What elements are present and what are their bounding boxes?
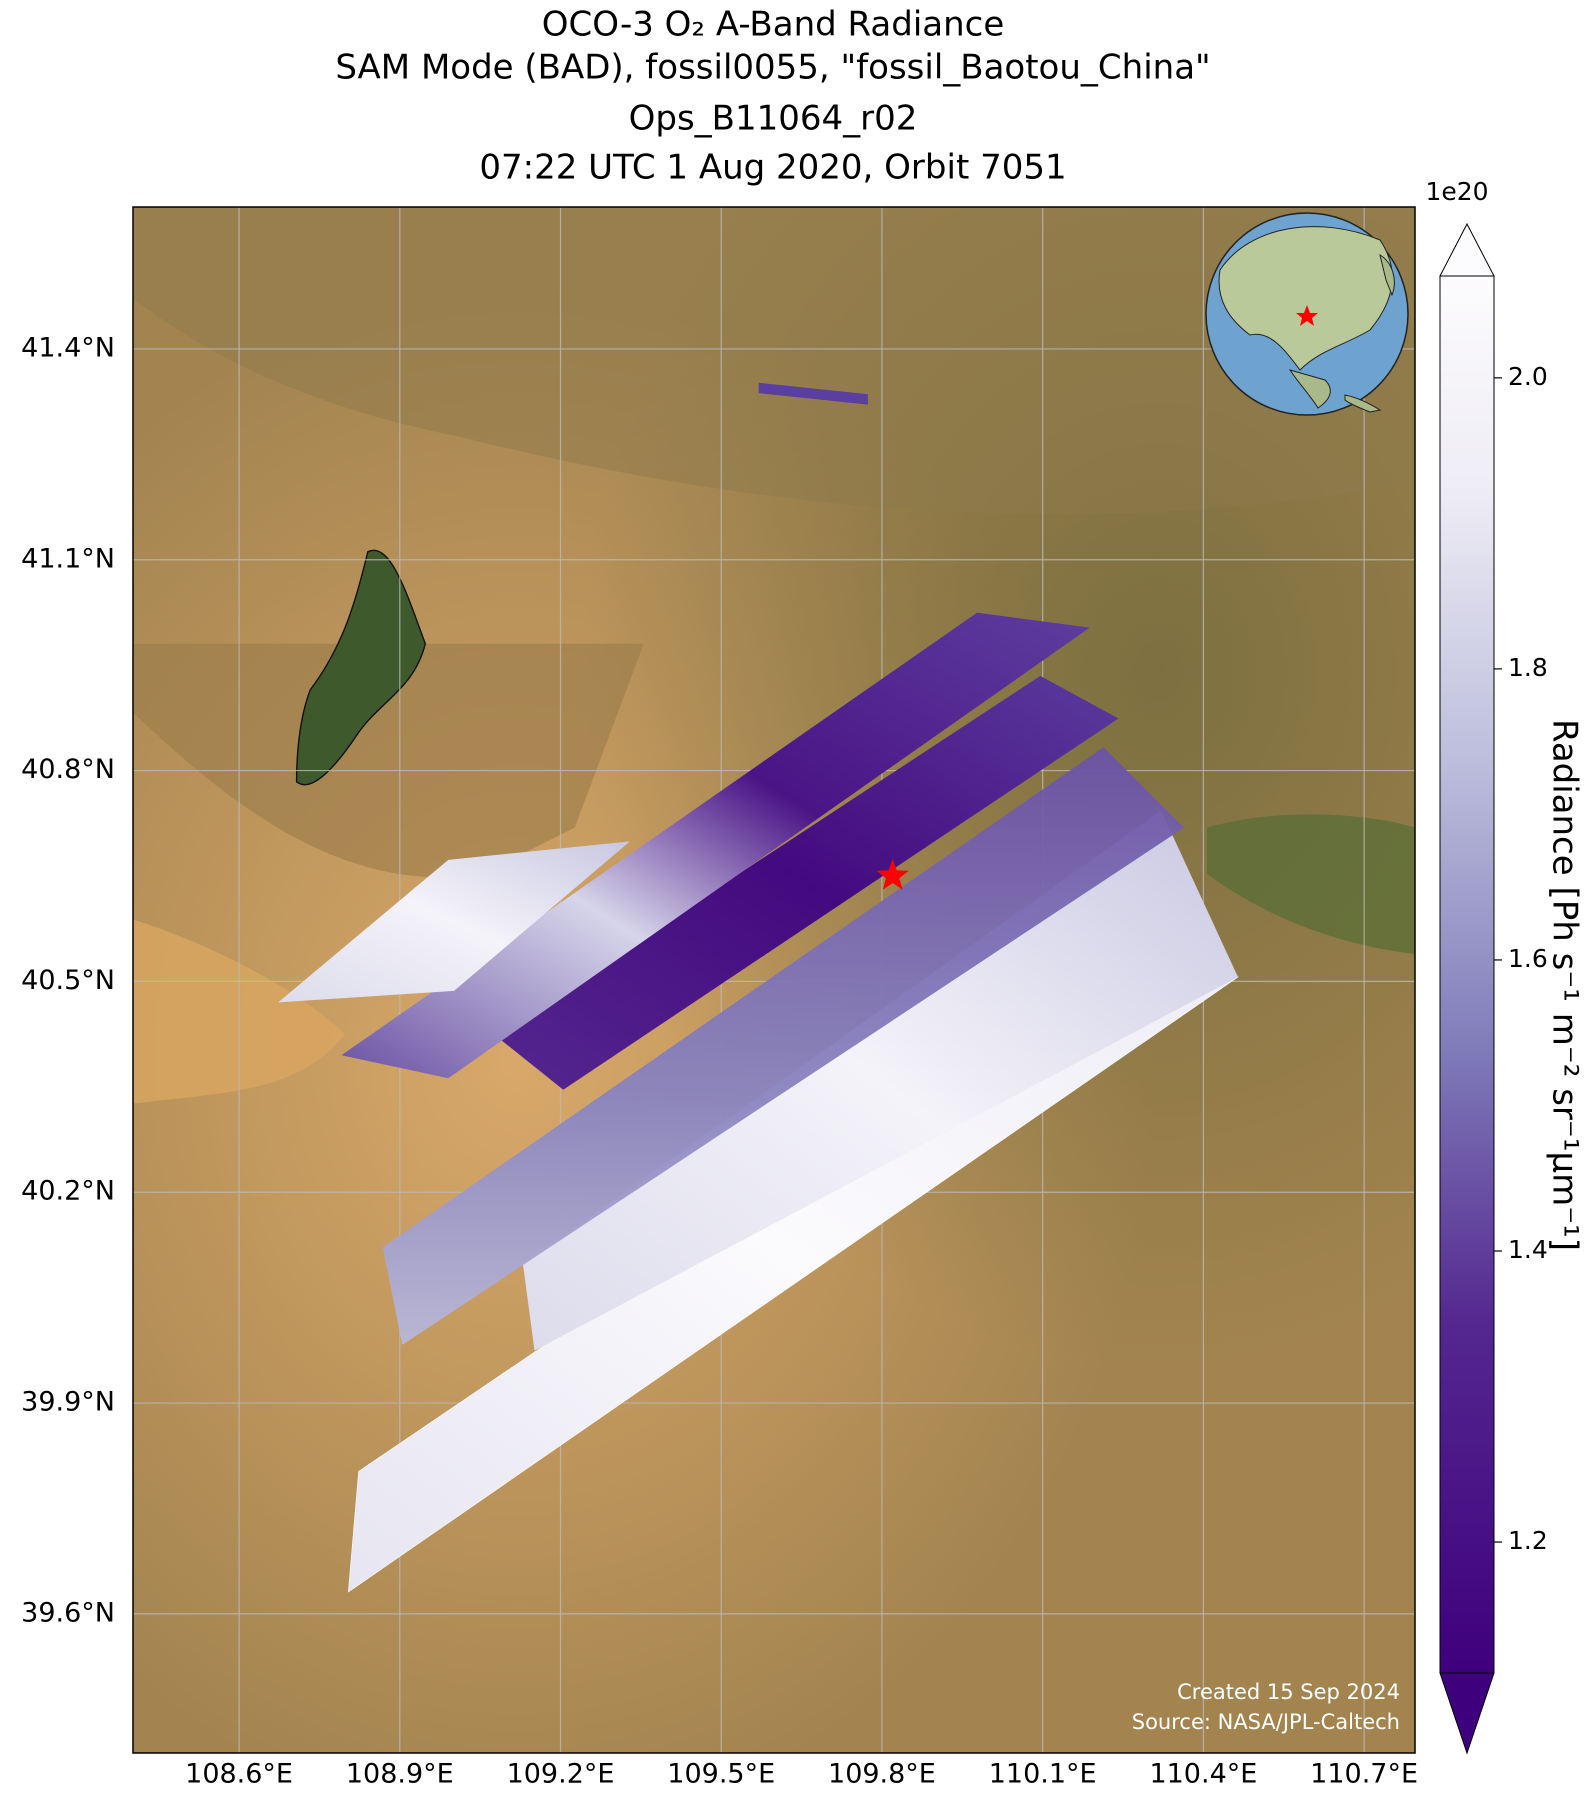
site-marker xyxy=(876,859,909,890)
swath xyxy=(758,382,868,405)
colorbar-label: Radiance [Ph s⁻¹ m⁻² sr⁻¹μm⁻¹] xyxy=(1545,719,1585,1251)
x-tick-label: 109.5°E xyxy=(667,1759,775,1790)
y-tick-label: 41.1°N xyxy=(21,543,115,574)
y-tick-label: 39.6°N xyxy=(21,1597,115,1628)
colorbar-tick-label: 1.2 xyxy=(1508,1526,1548,1555)
x-tick-label: 108.6°E xyxy=(185,1759,293,1790)
locator-globe xyxy=(1205,212,1409,416)
colorbar-scale: 1e20 xyxy=(1425,177,1488,206)
swath xyxy=(341,612,1090,1079)
colorbar-tick-label: 1.6 xyxy=(1508,944,1548,973)
x-tick-label: 109.2°E xyxy=(507,1759,615,1790)
x-tick-label: 108.9°E xyxy=(346,1759,454,1790)
colorbar-tick-label: 2.0 xyxy=(1508,362,1548,391)
x-tick-label: 110.7°E xyxy=(1310,1759,1418,1790)
credit-text: Source: NASA/JPL-Caltech xyxy=(1132,1710,1400,1734)
x-tick-label: 110.4°E xyxy=(1149,1759,1257,1790)
credit-text: Created 15 Sep 2024 xyxy=(1177,1680,1400,1704)
colorbar-frame xyxy=(1439,275,1495,1674)
colorbar-extend-max xyxy=(1439,222,1495,277)
colorbar-extend-min xyxy=(1439,1672,1495,1755)
title-line: 07:22 UTC 1 Aug 2020, Orbit 7051 xyxy=(479,148,1066,188)
title-line: OCO-3 O₂ A-Band Radiance xyxy=(542,5,1005,45)
colorbar-tick-label: 1.8 xyxy=(1508,653,1548,682)
title-line: Ops_B11064_r02 xyxy=(629,99,918,139)
swath xyxy=(523,810,1239,1351)
y-tick-label: 39.9°N xyxy=(21,1387,115,1418)
radiance-swaths xyxy=(278,382,1239,1593)
colorbar xyxy=(1440,276,1494,1673)
map-frame xyxy=(132,206,1416,1754)
y-tick-label: 40.5°N xyxy=(21,965,115,996)
swath xyxy=(494,675,1119,1090)
swath xyxy=(278,841,630,1003)
y-tick-label: 40.8°N xyxy=(21,754,115,785)
colorbar-tick-label: 1.4 xyxy=(1508,1235,1548,1264)
swath xyxy=(382,747,1184,1345)
x-tick-label: 110.1°E xyxy=(989,1759,1097,1790)
y-tick-label: 41.4°N xyxy=(21,332,115,363)
map-area xyxy=(133,207,1415,1753)
x-tick-label: 109.8°E xyxy=(828,1759,936,1790)
title-line: SAM Mode (BAD), fossil0055, "fossil_Baot… xyxy=(335,48,1210,88)
y-tick-label: 40.2°N xyxy=(21,1176,115,1207)
